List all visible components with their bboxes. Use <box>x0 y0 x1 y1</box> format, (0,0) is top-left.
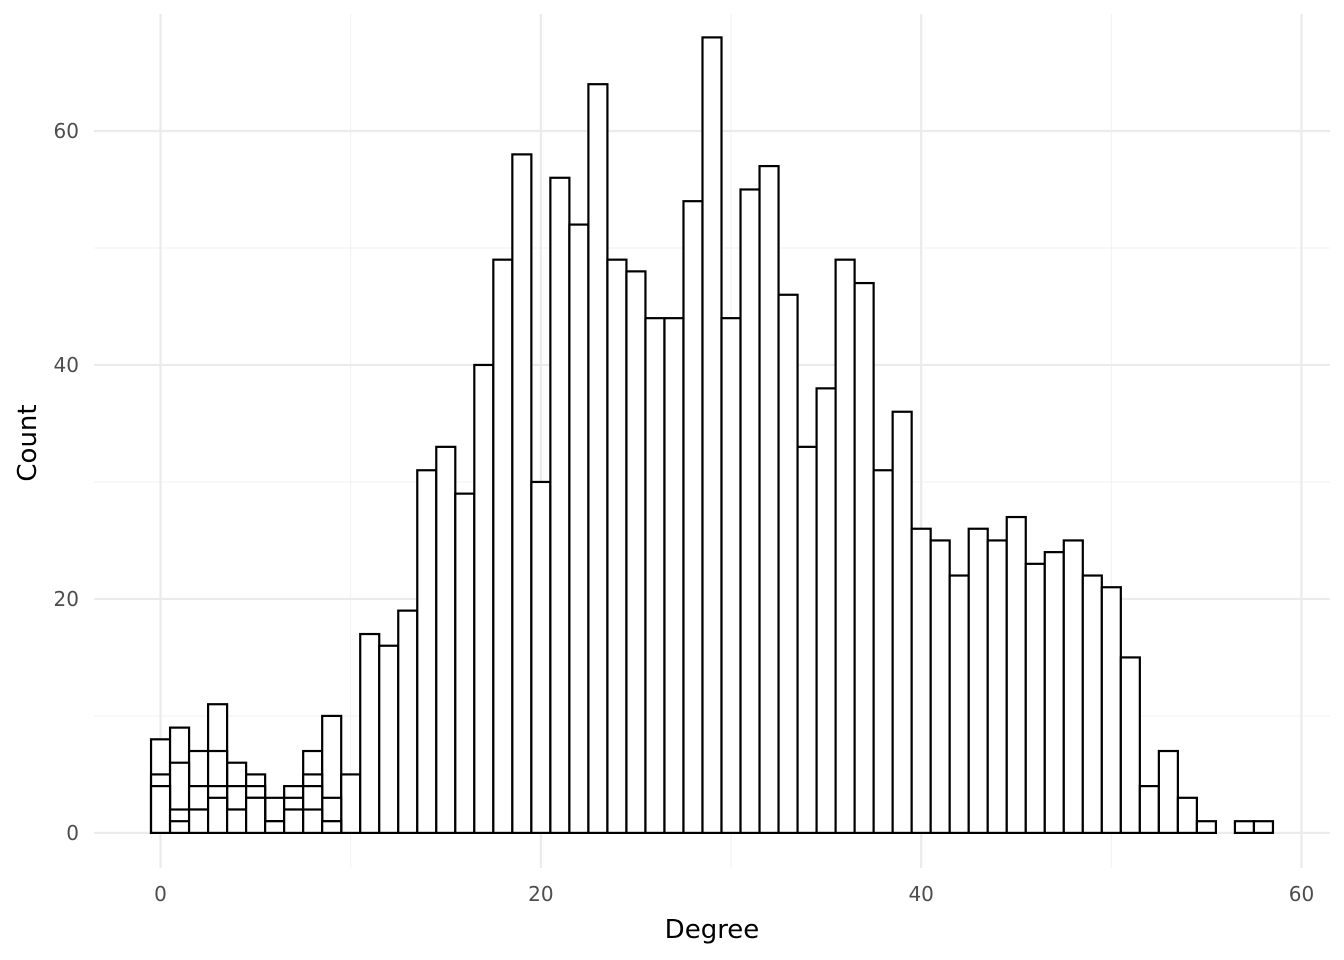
histogram-bar <box>872 469 894 835</box>
histogram-bar <box>511 153 533 835</box>
histogram-bar <box>302 808 324 835</box>
histogram-bar <box>1252 820 1275 835</box>
histogram-bar <box>777 293 799 835</box>
histogram-bar <box>1233 820 1256 835</box>
histogram-bar <box>815 387 837 835</box>
histogram-bar <box>187 808 210 835</box>
histogram-bar <box>1043 551 1065 835</box>
histogram-bar <box>340 773 362 835</box>
histogram-bar <box>549 176 571 835</box>
histogram-bar <box>834 258 856 835</box>
histogram-bar <box>796 445 818 835</box>
y-tick-label: 60 <box>54 119 79 143</box>
histogram-bar <box>682 200 704 835</box>
histogram-bar <box>587 83 609 835</box>
histogram-bar <box>1157 749 1179 835</box>
histogram-bar <box>1195 820 1218 835</box>
histogram-bar <box>492 258 514 835</box>
histogram-bar <box>663 317 685 835</box>
y-tick-label: 20 <box>54 587 79 611</box>
histogram-bar <box>1176 796 1198 835</box>
histogram-bar <box>625 270 647 835</box>
histogram-bar <box>283 808 305 835</box>
x-tick-label: 0 <box>154 882 167 906</box>
x-tick-label: 20 <box>528 882 553 906</box>
histogram-bar <box>397 609 419 835</box>
histogram-bar <box>910 527 932 835</box>
histogram-bar <box>1024 562 1046 835</box>
x-axis-title: Degree <box>665 915 760 945</box>
histogram-bar <box>948 574 970 835</box>
histogram-bar <box>758 164 780 835</box>
histogram-bar <box>435 445 457 835</box>
y-axis-title: Count <box>13 404 43 481</box>
histogram-bar <box>359 632 381 835</box>
histogram-bar <box>454 492 476 835</box>
histogram-bar <box>568 223 590 835</box>
histogram-bar <box>473 363 495 835</box>
histogram-bar <box>530 480 552 835</box>
histogram-bar <box>853 281 875 835</box>
histogram-bar <box>206 796 229 835</box>
x-tick-label: 40 <box>908 882 933 906</box>
y-tick-label: 0 <box>66 821 79 845</box>
histogram-bar <box>416 469 438 835</box>
histogram-bar <box>1119 656 1141 835</box>
histogram-bar <box>226 808 248 835</box>
y-tick-label: 40 <box>54 353 79 377</box>
histogram-bar <box>644 317 666 835</box>
y-axis-tick-labels: 0 20 40 60 <box>54 119 79 845</box>
histogram-bar <box>1081 574 1103 835</box>
histogram-bar <box>720 317 742 835</box>
histogram-bar <box>168 820 191 835</box>
histogram-bar <box>378 644 400 835</box>
histogram-bar <box>321 820 343 835</box>
x-tick-label: 60 <box>1289 882 1314 906</box>
x-axis-tick-labels: 0 20 40 60 <box>154 882 1314 906</box>
histogram-bar <box>891 410 913 835</box>
histogram-bar <box>1100 586 1122 835</box>
histogram-bar <box>701 36 723 835</box>
histogram-bar <box>739 188 761 835</box>
histogram-bar <box>1005 515 1027 835</box>
histogram-bar <box>606 258 628 835</box>
histogram-bar <box>264 820 286 835</box>
histogram-bar <box>967 527 989 835</box>
histogram-bar <box>149 785 172 835</box>
histogram-bar <box>1138 785 1160 835</box>
histogram-bar <box>245 796 267 835</box>
histogram-bars <box>149 36 1275 835</box>
histogram-bar <box>1062 539 1084 835</box>
histogram-bar <box>929 539 951 835</box>
histogram-bar <box>986 539 1008 835</box>
